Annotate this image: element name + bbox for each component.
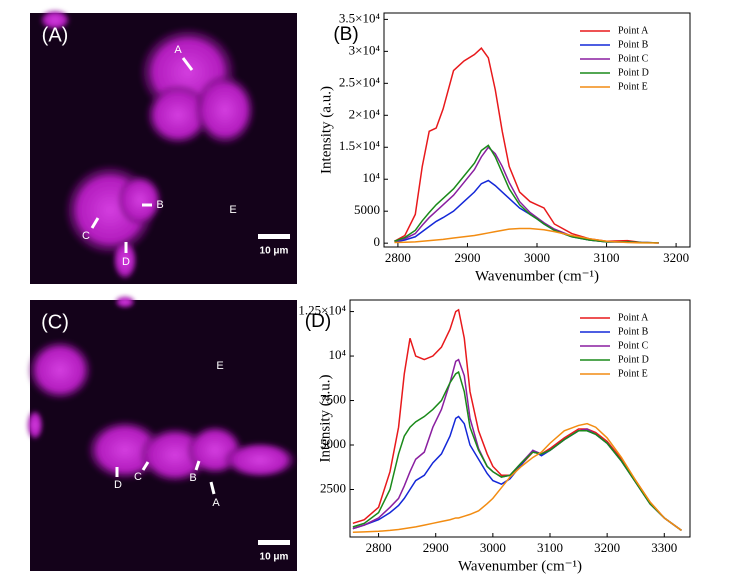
y-tick-label: 0 <box>374 234 381 249</box>
scale-bar <box>258 234 290 239</box>
micrograph-c <box>27 296 297 571</box>
y-tick-label: 10⁴ <box>362 170 380 185</box>
series-line <box>394 144 659 244</box>
panel-label: (D) <box>305 311 331 332</box>
scale-bar-label: 10 μm <box>260 246 289 257</box>
series-line <box>352 370 682 532</box>
point-marker: D <box>122 256 130 268</box>
x-tick-label: 2900 <box>423 540 449 555</box>
point-marker: A <box>174 44 182 56</box>
legend-label: Point E <box>618 368 648 379</box>
series-line <box>352 308 682 532</box>
y-tick-label: 1.25×10⁴ <box>298 303 346 318</box>
y-tick-label: 10⁴ <box>328 347 346 362</box>
legend-label: Point A <box>618 312 649 323</box>
legend-label: Point C <box>618 53 649 64</box>
legend-label: Point C <box>618 340 649 351</box>
y-tick-label: 3×10⁴ <box>349 42 381 57</box>
point-marker: E <box>216 360 223 372</box>
marker-arrow <box>194 460 201 471</box>
x-tick-label: 3000 <box>480 540 506 555</box>
panel-label: (C) <box>41 311 69 333</box>
y-tick-label: 2500 <box>320 480 346 495</box>
y-axis-label: Intensity (a.u.) <box>318 86 334 174</box>
x-tick-label: 3300 <box>651 540 677 555</box>
marker-arrow <box>90 217 100 229</box>
legend-label: Point A <box>618 25 649 36</box>
point-marker: A <box>212 497 220 509</box>
legend-label: Point D <box>618 354 649 365</box>
point-marker: C <box>82 230 90 242</box>
x-axis-label: Wavenumber (cm⁻¹) <box>475 268 599 284</box>
y-tick-label: 7500 <box>320 392 346 407</box>
x-tick-label: 3000 <box>524 250 550 265</box>
x-tick-label: 2800 <box>385 250 411 265</box>
point-marker: D <box>114 479 122 491</box>
series-line <box>352 422 682 533</box>
legend-label: Point D <box>618 67 649 78</box>
point-marker: B <box>189 472 196 484</box>
scale-bar <box>258 540 290 545</box>
scale-bar-label: 10 μm <box>260 552 289 563</box>
marker-arrow <box>141 461 150 471</box>
x-axis-label: Wavenumber (cm⁻¹) <box>458 558 582 574</box>
panel-label: (B) <box>333 24 358 45</box>
x-tick-label: 2900 <box>454 250 480 265</box>
y-axis-label: Intensity (a.u.) <box>317 375 333 463</box>
x-tick-label: 3200 <box>594 540 620 555</box>
micrograph-a <box>30 10 297 284</box>
point-marker: B <box>156 199 163 211</box>
y-tick-label: 1.5×10⁴ <box>339 138 381 153</box>
legend-label: Point B <box>618 39 649 50</box>
point-marker: E <box>229 204 236 216</box>
point-marker: C <box>134 471 142 483</box>
y-tick-label: 5000 <box>320 436 346 451</box>
x-tick-label: 3100 <box>594 250 620 265</box>
x-tick-label: 3200 <box>663 250 689 265</box>
marker-arrow <box>209 481 216 495</box>
y-tick-label: 3.5×10⁴ <box>339 10 381 25</box>
y-tick-label: 2.5×10⁴ <box>339 74 381 89</box>
plot-frame <box>349 299 691 538</box>
x-tick-label: 3100 <box>537 540 563 555</box>
legend-label: Point B <box>618 326 649 337</box>
marker-arrow <box>181 57 194 71</box>
panel-label: (A) <box>42 24 69 46</box>
x-tick-label: 2800 <box>366 540 392 555</box>
legend-label: Point E <box>618 81 648 92</box>
y-tick-label: 2×10⁴ <box>349 106 381 121</box>
series-line <box>394 227 659 244</box>
y-tick-label: 5000 <box>354 202 380 217</box>
